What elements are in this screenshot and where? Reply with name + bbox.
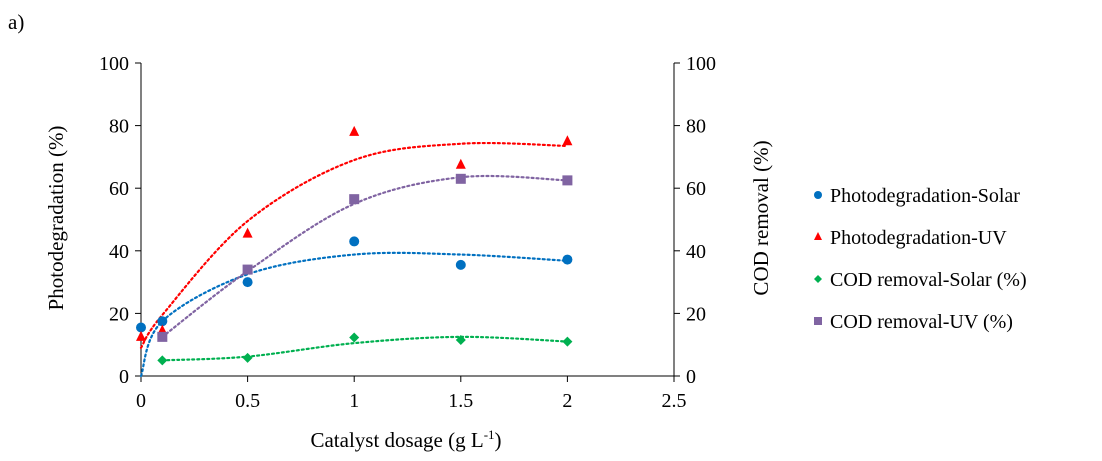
data-point-photodegradation-uv [242,227,253,238]
data-point-cod-removal-solar [349,332,360,343]
y2-tick-label: 20 [686,303,706,325]
y2-tick-label: 0 [686,366,696,388]
data-points [136,125,573,366]
y-tick-label: 80 [109,116,129,138]
data-point-photodegradation-uv [455,158,466,169]
legend-marker-photodegradation-solar [814,191,822,199]
data-point-photodegradation-solar [157,316,168,327]
data-point-photodegradation-solar [136,322,146,333]
y2-tick-label: 60 [686,178,706,200]
x-tick-label: 1.5 [448,390,473,412]
legend-label-cod-removal-uv: COD removal-UV (%) [830,311,1013,333]
data-point-cod-removal-solar [455,335,466,346]
legend-marker-cod-removal-solar [814,275,822,283]
trendline-cod-removal-solar [161,335,569,362]
y2-axis-title: COD removal (%) [749,140,773,295]
x-tick-label: 0.5 [235,390,260,412]
data-point-photodegradation-solar [455,259,466,270]
y-tick-label: 0 [119,366,129,388]
data-point-cod-removal-uv [455,173,466,184]
y-axis-title: Photodegradation (%) [44,126,68,311]
data-point-cod-removal-solar [157,355,168,366]
x-tick-label: 2 [562,390,572,412]
legend-label-photodegradation-solar: Photodegradation-Solar [830,185,1020,207]
trendline-photodegradation-solar [139,251,569,378]
panel-label: a) [8,10,24,34]
data-point-photodegradation-solar [562,254,573,265]
legend-label-cod-removal-solar: COD removal-Solar (%) [830,269,1027,291]
data-point-cod-removal-solar [242,352,253,363]
y2-tick-label: 40 [686,241,706,263]
data-point-photodegradation-uv [562,135,573,146]
data-point-cod-removal-uv [157,331,168,342]
data-point-photodegradation-uv [136,330,146,341]
trendline-cod-removal-uv [161,174,569,338]
y-tick-label: 100 [99,53,129,75]
data-point-cod-removal-uv [349,194,360,205]
data-point-photodegradation-solar [242,277,253,288]
y2-tick-label: 80 [686,116,706,138]
y-tick-label: 20 [109,303,129,325]
trendline-photodegradation-uv [139,141,569,349]
x-tick-label: 2.5 [662,390,687,412]
x-axis-title: Catalyst dosage (g L-1) [310,427,501,452]
y-tick-label: 40 [109,241,129,263]
data-point-cod-removal-solar [562,336,573,347]
legend-label-photodegradation-uv: Photodegradation-UV [830,227,1007,249]
y2-tick-label: 100 [686,53,716,75]
data-point-photodegradation-solar [349,236,360,247]
legend: Photodegradation-Solar Photodegradation-U… [814,185,1027,333]
x-tick-label: 1 [349,390,359,412]
y-tick-label: 60 [109,178,129,200]
data-point-cod-removal-uv [242,264,253,275]
legend-marker-photodegradation-uv [814,232,822,240]
x-tick-label: 0 [136,390,146,412]
axes: 0 20 40 60 80 100 0 20 40 60 80 100 0 0.5 1 1.5 2 2.5 [99,53,716,412]
data-point-photodegradation-uv [349,125,360,136]
data-point-cod-removal-uv [562,175,573,186]
legend-marker-cod-removal-uv [814,317,822,325]
